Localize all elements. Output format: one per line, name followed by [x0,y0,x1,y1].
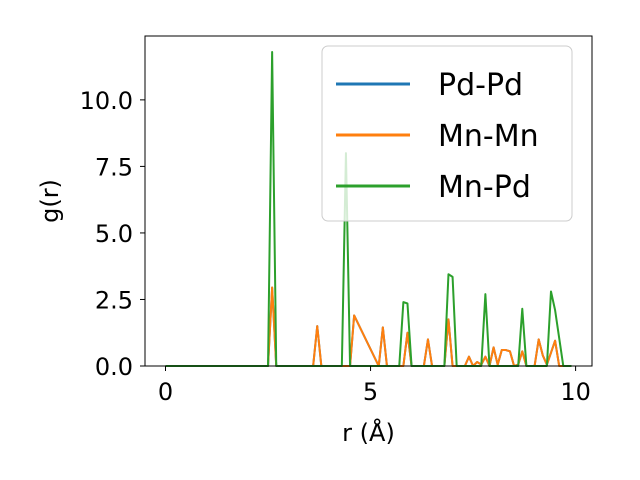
y-tick-label: 10.0 [80,87,133,115]
y-tick-label: 5.0 [95,220,133,248]
legend-label-2: Mn-Pd [438,170,531,205]
y-axis-label: g(r) [36,179,64,223]
x-axis-label: r (Å) [342,418,395,447]
plot-frame [144,35,593,367]
legend: Pd-Pd Mn-Mn Mn-Pd [321,45,573,222]
legend-label-1: Mn-Mn [438,119,539,154]
x-tick-label: 10 [560,378,591,406]
series-line-2 [165,50,572,367]
y-tick-label: 7.5 [95,153,133,181]
legend-box [321,45,573,222]
x-axis: 0 5 10 [158,366,591,406]
y-tick-label: 2.5 [95,286,133,314]
y-tick-label: 0.0 [95,353,133,381]
x-tick-label: 0 [158,378,173,406]
y-axis: 0.0 2.5 5.0 7.5 10.0 [80,87,145,381]
x-tick-label: 5 [363,378,378,406]
legend-label-0: Pd-Pd [438,68,523,103]
